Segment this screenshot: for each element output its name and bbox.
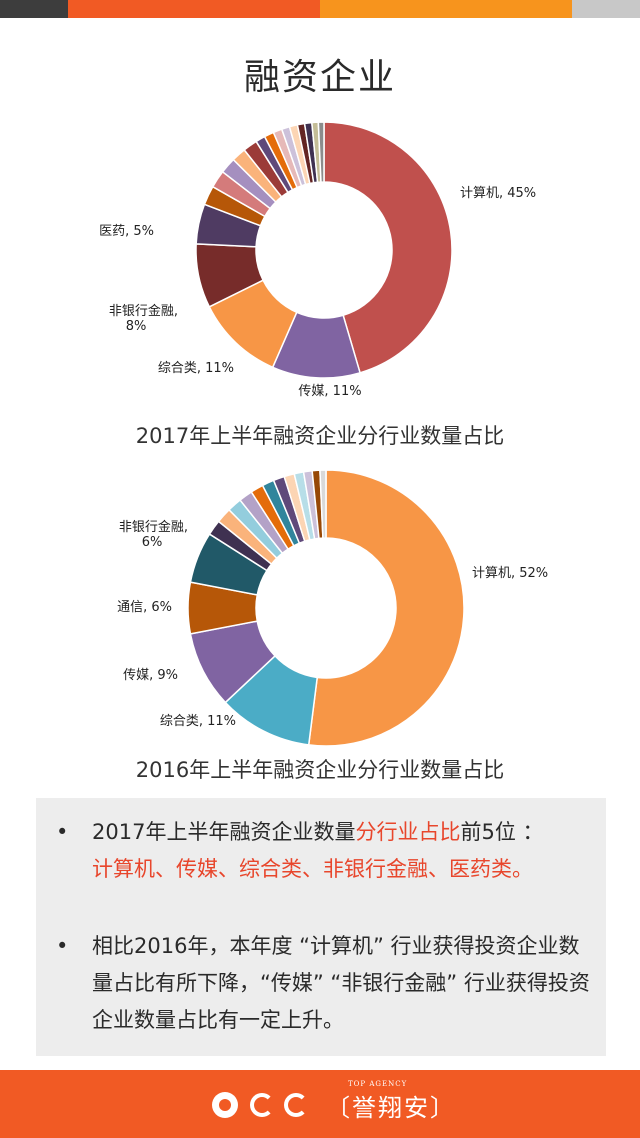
slice-label-line2: 6%: [142, 535, 163, 550]
donut-slice-计算机: [307, 469, 465, 747]
donut-chart-2017: 计算机, 45% 传媒, 11% 综合类, 11% 非银行金融, 8% 医药, 5%: [0, 110, 640, 410]
slice-label: 医药, 5%: [99, 224, 154, 239]
slice-label-line2: 8%: [126, 319, 147, 334]
logo-chinese-text: 〔誉翔安〕: [326, 1093, 456, 1122]
summary-bullet-2-text: 相比2016年，本年度 “计算机” 行业获得投资企业数量占比有所下降，“传媒” …: [92, 934, 590, 1032]
bullet1-highlight1: 分行业占比: [355, 820, 461, 844]
donut-chart-2016: 计算机, 52% 综合类, 11% 传媒, 9% 通信, 6% 非银行金融, 6%: [0, 462, 640, 754]
logo-swirl-icon-2: [284, 1093, 308, 1117]
slice-label: 综合类, 11%: [160, 714, 236, 729]
chart-2016-caption: 2016年上半年融资企业分行业数量占比: [135, 758, 505, 782]
top-bar-segment-dark: [0, 0, 68, 18]
slice-label: 通信, 6%: [117, 600, 172, 615]
summary-box: • 2017年上半年融资企业数量分行业占比前5位 ： 计算机、传媒、综合类、非银行…: [36, 798, 606, 1056]
summary-bullet-1: • 2017年上半年融资企业数量分行业占比前5位 ： 计算机、传媒、综合类、非银行…: [52, 814, 592, 888]
slice-label: 非银行金融,: [119, 519, 188, 535]
summary-bullet-1-text: 2017年上半年融资企业数量分行业占比前5位 ： 计算机、传媒、综合类、非银行金融…: [92, 814, 592, 888]
bullet-dot: •: [56, 934, 69, 958]
top-bar-segment-grey: [572, 0, 640, 18]
brand-logo: TOP AGENCY 〔誉翔安〕: [212, 1080, 456, 1123]
top-bar-segment-orange-red: [68, 0, 320, 18]
donut-slice-other-18: [317, 121, 325, 183]
logo-text: TOP AGENCY 〔誉翔安〕: [326, 1080, 456, 1123]
chart-2017-caption: 2017年上半年融资企业分行业数量占比: [135, 424, 505, 448]
footer-bar: TOP AGENCY 〔誉翔安〕: [0, 1070, 640, 1138]
donut-slice-other-16: [319, 469, 327, 539]
top-bar-segment-orange: [320, 0, 572, 18]
slice-label: 综合类, 11%: [158, 361, 234, 376]
bullet1-part1: 2017年上半年融资企业数量: [92, 820, 356, 844]
slice-label: 计算机, 52%: [472, 566, 548, 581]
summary-bullet-2: • 相比2016年，本年度 “计算机” 行业获得投资企业数量占比有所下降，“传媒…: [52, 928, 592, 1039]
donut-chart-2016-svg: 计算机, 52% 综合类, 11% 传媒, 9% 通信, 6% 非银行金融,6%: [117, 469, 548, 747]
bullet-dot: •: [56, 820, 69, 844]
slice-label: 传媒, 11%: [298, 384, 361, 399]
bullet1-highlight2: 计算机、传媒、综合类、非银行金融、医药类。: [92, 857, 533, 881]
logo-swirl-icon: [250, 1093, 274, 1117]
logo-ring-icon: [212, 1092, 238, 1118]
page-title: 融资企业: [243, 57, 396, 98]
slice-label: 计算机, 45%: [460, 186, 536, 201]
bullet1-part2: 前5位 ：: [460, 820, 544, 844]
logo-english-text: TOP AGENCY: [348, 1079, 408, 1088]
top-color-bar: [0, 0, 640, 18]
donut-chart-2017-svg: 计算机, 45% 传媒, 11% 综合类, 11% 非银行金融,8% 医药, 5%: [99, 121, 536, 399]
slice-label: 非银行金融,: [109, 303, 178, 319]
donut-slice-计算机: [323, 121, 453, 374]
slice-label: 传媒, 9%: [123, 668, 178, 683]
